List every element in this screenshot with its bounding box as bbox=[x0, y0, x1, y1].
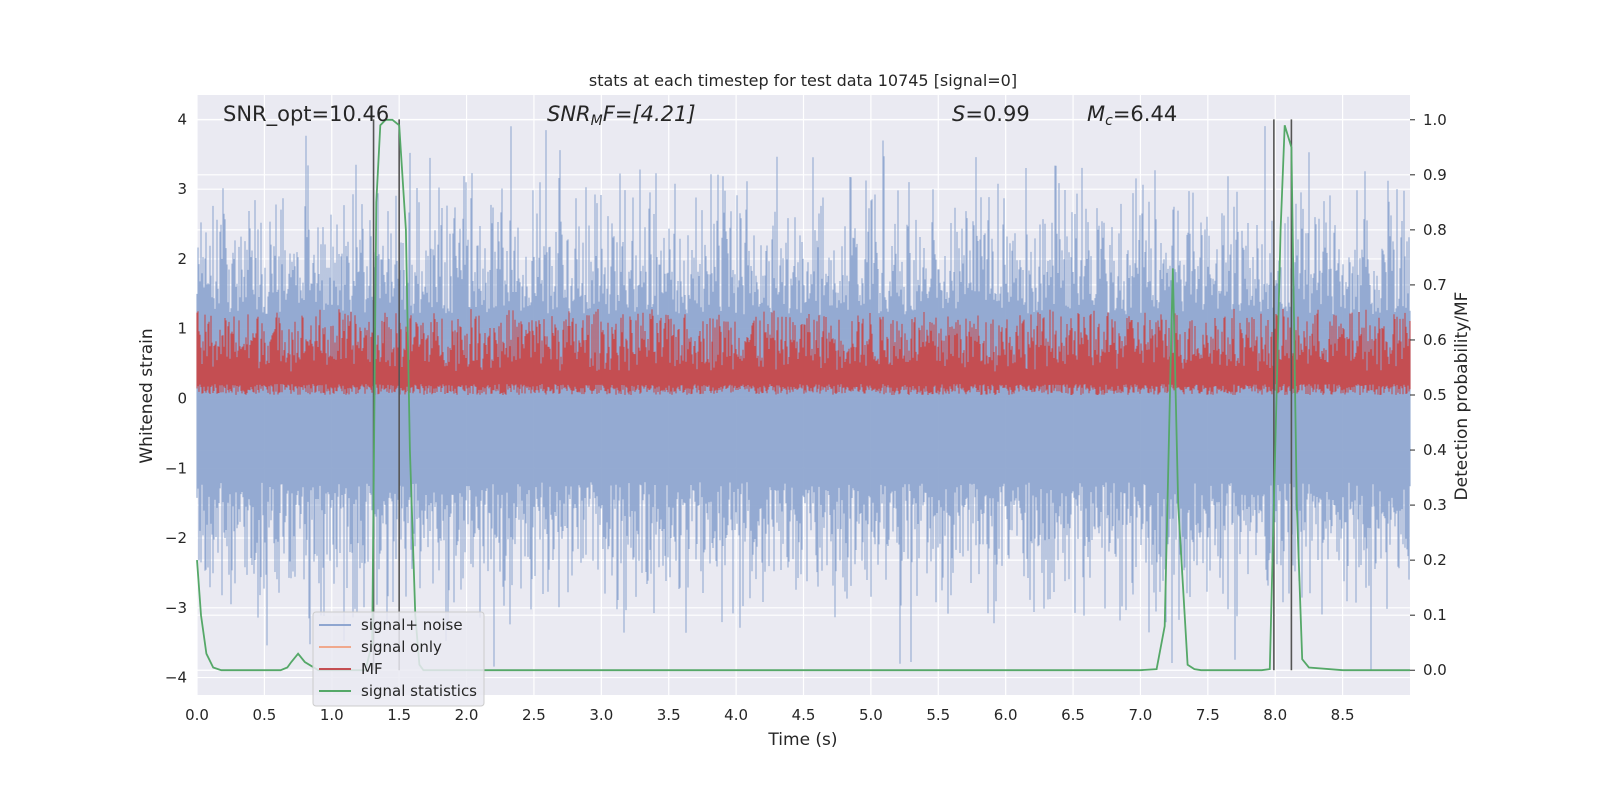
y-axis-ticks: 4 3 2 1 0 −1 −2 −3 −4 bbox=[165, 110, 187, 686]
s-value: =0.99 bbox=[965, 102, 1029, 126]
mc-annotation: Mc=6.44 bbox=[1087, 102, 1177, 129]
y-tick-label: 4 bbox=[177, 110, 187, 128]
y-tick-label: 2 bbox=[177, 250, 187, 268]
y-tick-label: −3 bbox=[165, 599, 187, 617]
y2-axis-label: Detection probability/MF bbox=[1452, 292, 1472, 501]
y2-tick-label: 1.0 bbox=[1423, 111, 1447, 129]
y2-tick-label: 0.2 bbox=[1423, 551, 1447, 569]
x-tick-label: 1.5 bbox=[387, 706, 411, 724]
x-tick-label: 7.5 bbox=[1196, 706, 1220, 724]
snr-mf-value: F=[4.21] bbox=[603, 102, 696, 126]
x-tick-label: 6.0 bbox=[994, 706, 1018, 724]
mf-trace bbox=[196, 308, 1411, 395]
legend-label-signal-statistics: signal statistics bbox=[361, 682, 477, 700]
x-tick-label: 3.0 bbox=[589, 706, 613, 724]
mc-value: =6.44 bbox=[1113, 102, 1177, 126]
y2-tick-label: 0.3 bbox=[1423, 496, 1447, 514]
x-tick-label: 8.0 bbox=[1263, 706, 1287, 724]
y2-tick-label: 0.7 bbox=[1423, 276, 1447, 294]
y2-tick-label: 0.9 bbox=[1423, 166, 1447, 184]
s-symbol: S bbox=[952, 102, 965, 126]
mf-series bbox=[196, 308, 1411, 395]
snr-mf-symbol: SNR bbox=[547, 102, 591, 126]
y2-tick-label: 0.4 bbox=[1423, 441, 1447, 459]
y-tick-label: −2 bbox=[165, 529, 187, 547]
x-tick-label: 5.0 bbox=[859, 706, 883, 724]
x-tick-label: 4.5 bbox=[792, 706, 816, 724]
y-tick-label: 1 bbox=[177, 320, 187, 338]
x-tick-label: 2.0 bbox=[455, 706, 479, 724]
y2-axis-ticks: 1.0 0.9 0.8 0.7 0.6 0.5 0.4 0.3 0.2 0.1 0.0 bbox=[1410, 111, 1447, 679]
legend-label-signal-noise: signal+ noise bbox=[361, 616, 463, 634]
y2-tick-label: 0.8 bbox=[1423, 221, 1447, 239]
x-axis-label: Time (s) bbox=[767, 730, 837, 750]
y-tick-label: 0 bbox=[177, 389, 187, 407]
x-tick-label: 3.5 bbox=[657, 706, 681, 724]
y-axis-label: Whitened strain bbox=[137, 328, 157, 463]
y2-tick-label: 0.0 bbox=[1423, 661, 1447, 679]
x-tick-label: 8.5 bbox=[1331, 706, 1355, 724]
y-tick-label: 3 bbox=[177, 180, 187, 198]
x-tick-label: 0.0 bbox=[185, 706, 209, 724]
snr-mf-subscript: M bbox=[591, 113, 603, 129]
y2-tick-label: 0.5 bbox=[1423, 386, 1447, 404]
s-annotation: S=0.99 bbox=[952, 102, 1030, 126]
x-tick-label: 1.0 bbox=[320, 706, 344, 724]
x-tick-label: 5.5 bbox=[926, 706, 950, 724]
y2-tick-label: 0.6 bbox=[1423, 331, 1447, 349]
legend-label-signal-only: signal only bbox=[361, 638, 442, 656]
legend: signal+ noise signal only MF signal stat… bbox=[312, 611, 485, 707]
x-tick-label: 2.5 bbox=[522, 706, 546, 724]
chart-title: stats at each timestep for test data 107… bbox=[589, 71, 1017, 90]
y-tick-label: −4 bbox=[165, 669, 187, 687]
legend-box bbox=[312, 611, 485, 707]
snr-mf-annotation: SNRMF=[4.21] bbox=[547, 102, 696, 129]
y2-tick-label: 0.1 bbox=[1423, 606, 1447, 624]
y-tick-label: −1 bbox=[165, 459, 187, 477]
x-tick-label: 0.5 bbox=[252, 706, 276, 724]
mc-subscript: c bbox=[1105, 113, 1113, 129]
legend-label-mf: MF bbox=[361, 660, 383, 678]
mc-symbol: M bbox=[1087, 102, 1105, 126]
x-axis-ticks: 0.0 0.5 1.0 1.5 2.0 2.5 3.0 3.5 4.0 4.5 5.0 5.5 6.0 6… bbox=[185, 706, 1354, 724]
x-tick-label: 4.0 bbox=[724, 706, 748, 724]
x-tick-label: 6.5 bbox=[1061, 706, 1085, 724]
x-tick-label: 7.0 bbox=[1129, 706, 1153, 724]
snr-opt-annotation: SNR_opt=10.46 bbox=[223, 102, 389, 127]
